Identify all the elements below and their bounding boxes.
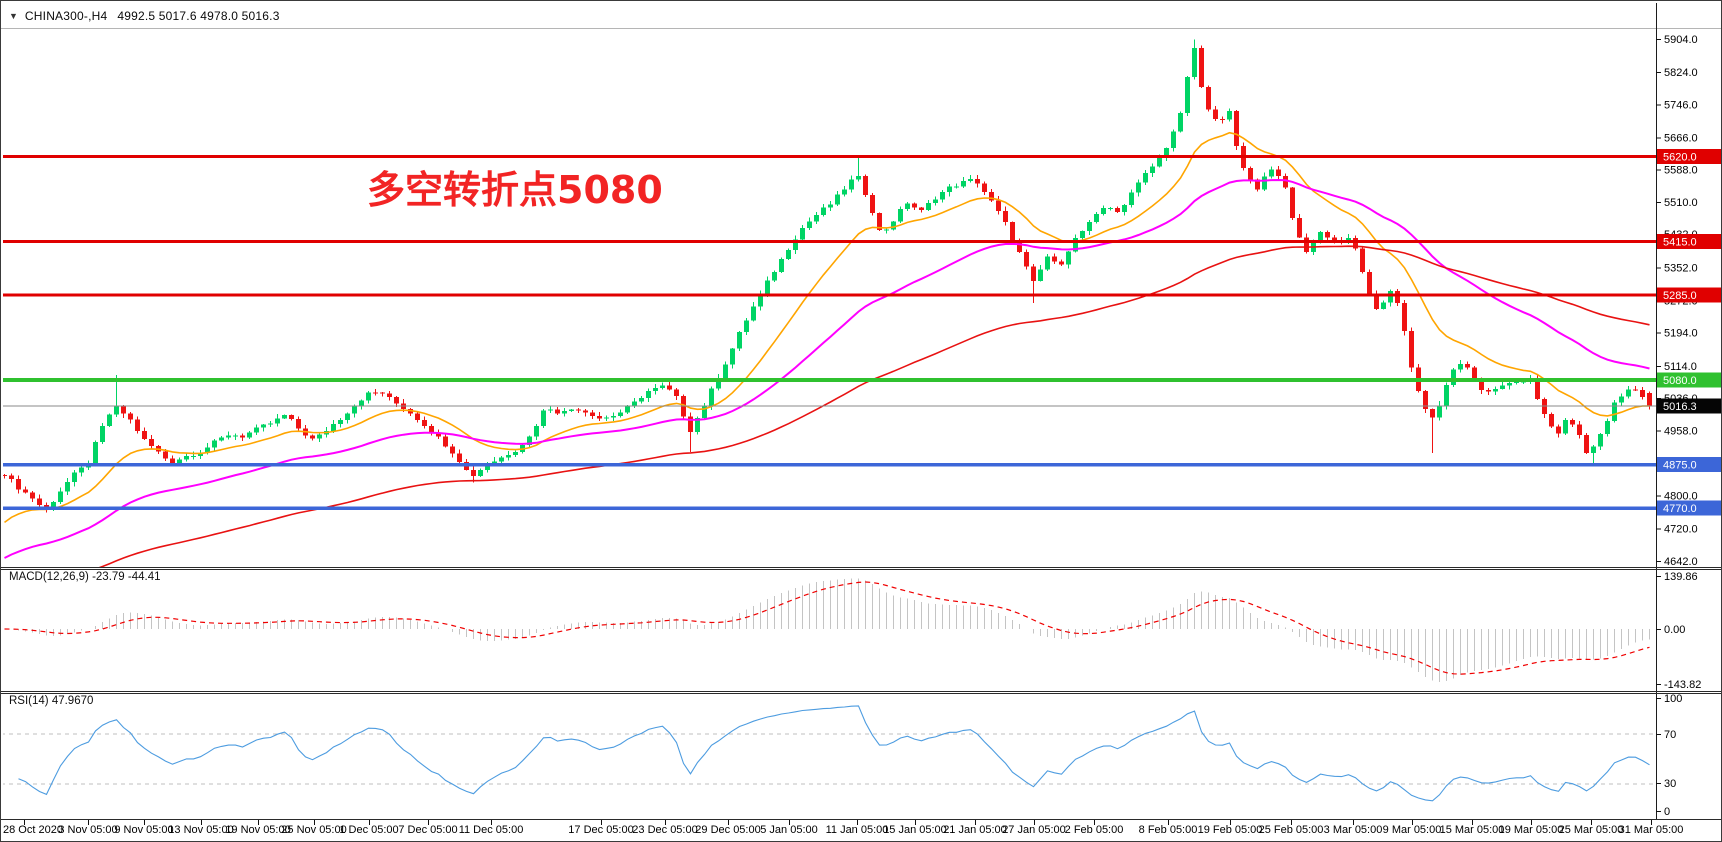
rsi-tick-label: 100 — [1664, 693, 1682, 705]
time-tick-label: 19 Feb 05:00 — [1198, 824, 1263, 836]
main-price-panel — [3, 39, 1656, 567]
price-tick-label: 4958.0 — [1664, 425, 1698, 437]
time-tick-label: 15 Jan 05:00 — [883, 824, 947, 836]
time-tick-label: 13 Nov 05:00 — [168, 824, 233, 836]
time-tick-label: 3 Nov 05:00 — [58, 824, 117, 836]
time-tick-label: 25 Mar 05:00 — [1559, 824, 1624, 836]
slow-ma-line — [98, 245, 1650, 567]
time-tick-label: 11 Dec 05:00 — [459, 824, 524, 836]
time-tick-label: 9 Mar 05:00 — [1383, 824, 1442, 836]
price-tick-label: 5904.0 — [1664, 34, 1698, 46]
time-tick-label: 27 Jan 05:00 — [1002, 824, 1066, 836]
price-tick-label: 5666.0 — [1664, 132, 1698, 144]
price-tag-5016.3: 5016.3 — [1657, 398, 1721, 414]
time-tick-label: 7 Dec 05:00 — [398, 824, 457, 836]
price-tag-5080.0: 5080.0 — [1657, 372, 1721, 388]
rsi-line — [18, 705, 1650, 802]
svg-text:5620.0: 5620.0 — [1663, 151, 1697, 163]
time-tick-label: 8 Feb 05:00 — [1139, 824, 1198, 836]
price-tick-label: 5510.0 — [1664, 197, 1698, 209]
rsi-tick-label: 0 — [1664, 806, 1670, 818]
medium-ma-line — [4, 178, 1650, 559]
chart-titlebar: ▼ CHINA300-,H4 4992.5 5017.6 4978.0 5016… — [9, 7, 280, 25]
rsi-panel — [3, 705, 1656, 802]
price-tick-label: 4800.0 — [1664, 491, 1698, 503]
svg-text:5415.0: 5415.0 — [1663, 236, 1697, 248]
time-tick-label: 17 Dec 05:00 — [568, 824, 633, 836]
svg-text:4770.0: 4770.0 — [1663, 503, 1697, 515]
macd-panel — [4, 578, 1650, 683]
price-tick-label: 5824.0 — [1664, 67, 1698, 79]
svg-text:5285.0: 5285.0 — [1663, 290, 1697, 302]
macd-tick-label: 0.00 — [1664, 624, 1685, 636]
svg-text:5016.3: 5016.3 — [1663, 401, 1697, 413]
time-tick-label: 25 Nov 05:00 — [281, 824, 346, 836]
ohlc-values: 4992.5 5017.6 4978.0 5016.3 — [117, 9, 280, 23]
price-tick-label: 5746.0 — [1664, 99, 1698, 111]
price-tag-4770.0: 4770.0 — [1657, 500, 1721, 516]
price-tick-label: 4642.0 — [1664, 556, 1698, 568]
fast-ma-line — [4, 131, 1650, 524]
time-tick-label: 2 Feb 05:00 — [1065, 824, 1124, 836]
time-tick-label: 19 Nov 05:00 — [225, 824, 290, 836]
chart-annotation-text: 多空转折点5080 — [367, 168, 663, 212]
time-tick-label: 11 Jan 05:00 — [826, 824, 889, 836]
price-tick-label: 4720.0 — [1664, 524, 1698, 536]
price-tag-5620.0: 5620.0 — [1657, 148, 1721, 164]
time-tick-label: 15 Mar 05:00 — [1440, 824, 1505, 836]
price-tick-label: 5194.0 — [1664, 328, 1698, 340]
macd-histogram — [18, 578, 1650, 683]
chart-frame — [1, 3, 1721, 820]
time-tick-label: 28 Oct 2020 — [3, 824, 63, 836]
price-tag-5415.0: 5415.0 — [1657, 233, 1721, 249]
rsi-tick-label: 30 — [1664, 778, 1676, 790]
rsi-tick-label: 70 — [1664, 729, 1676, 741]
price-tag-4875.0: 4875.0 — [1657, 457, 1721, 473]
time-tick-label: 19 Mar 05:00 — [1499, 824, 1564, 836]
price-tick-label: 5588.0 — [1664, 165, 1698, 177]
price-tick-label: 5352.0 — [1664, 262, 1698, 274]
time-tick-label: 9 Nov 05:00 — [114, 824, 173, 836]
time-tick-label: 5 Jan 05:00 — [760, 824, 818, 836]
time-tick-label: 3 Mar 05:00 — [1324, 824, 1383, 836]
macd-signal-line — [4, 581, 1650, 675]
macd-indicator-label: MACD(12,26,9) -23.79 -44.41 — [9, 571, 161, 583]
candles — [3, 39, 1652, 513]
svg-text:5080.0: 5080.0 — [1663, 375, 1697, 387]
price-tag-5285.0: 5285.0 — [1657, 287, 1721, 303]
time-tick-label: 1 Dec 05:00 — [339, 824, 398, 836]
price-tick-label: 5114.0 — [1664, 361, 1697, 373]
rsi-indicator-label: RSI(14) 47.9670 — [9, 695, 94, 707]
time-tick-label: 31 Mar 05:00 — [1619, 824, 1684, 836]
symbol-dropdown-icon[interactable]: ▼ — [9, 11, 18, 21]
time-tick-label: 25 Feb 05:00 — [1259, 824, 1324, 836]
svg-text:4875.0: 4875.0 — [1663, 460, 1697, 472]
macd-tick-label: -143.82 — [1664, 679, 1701, 691]
time-tick-label: 23 Dec 05:00 — [632, 824, 697, 836]
time-tick-label: 29 Dec 05:00 — [695, 824, 760, 836]
time-tick-label: 21 Jan 05:00 — [943, 824, 1007, 836]
rsi-axis: 100 70 30 0 — [1656, 693, 1682, 818]
macd-axis: 139.86 0.00 -143.82 — [1656, 571, 1701, 691]
symbol-title: CHINA300-,H4 — [24, 9, 108, 23]
macd-tick-label: 139.86 — [1664, 571, 1698, 583]
